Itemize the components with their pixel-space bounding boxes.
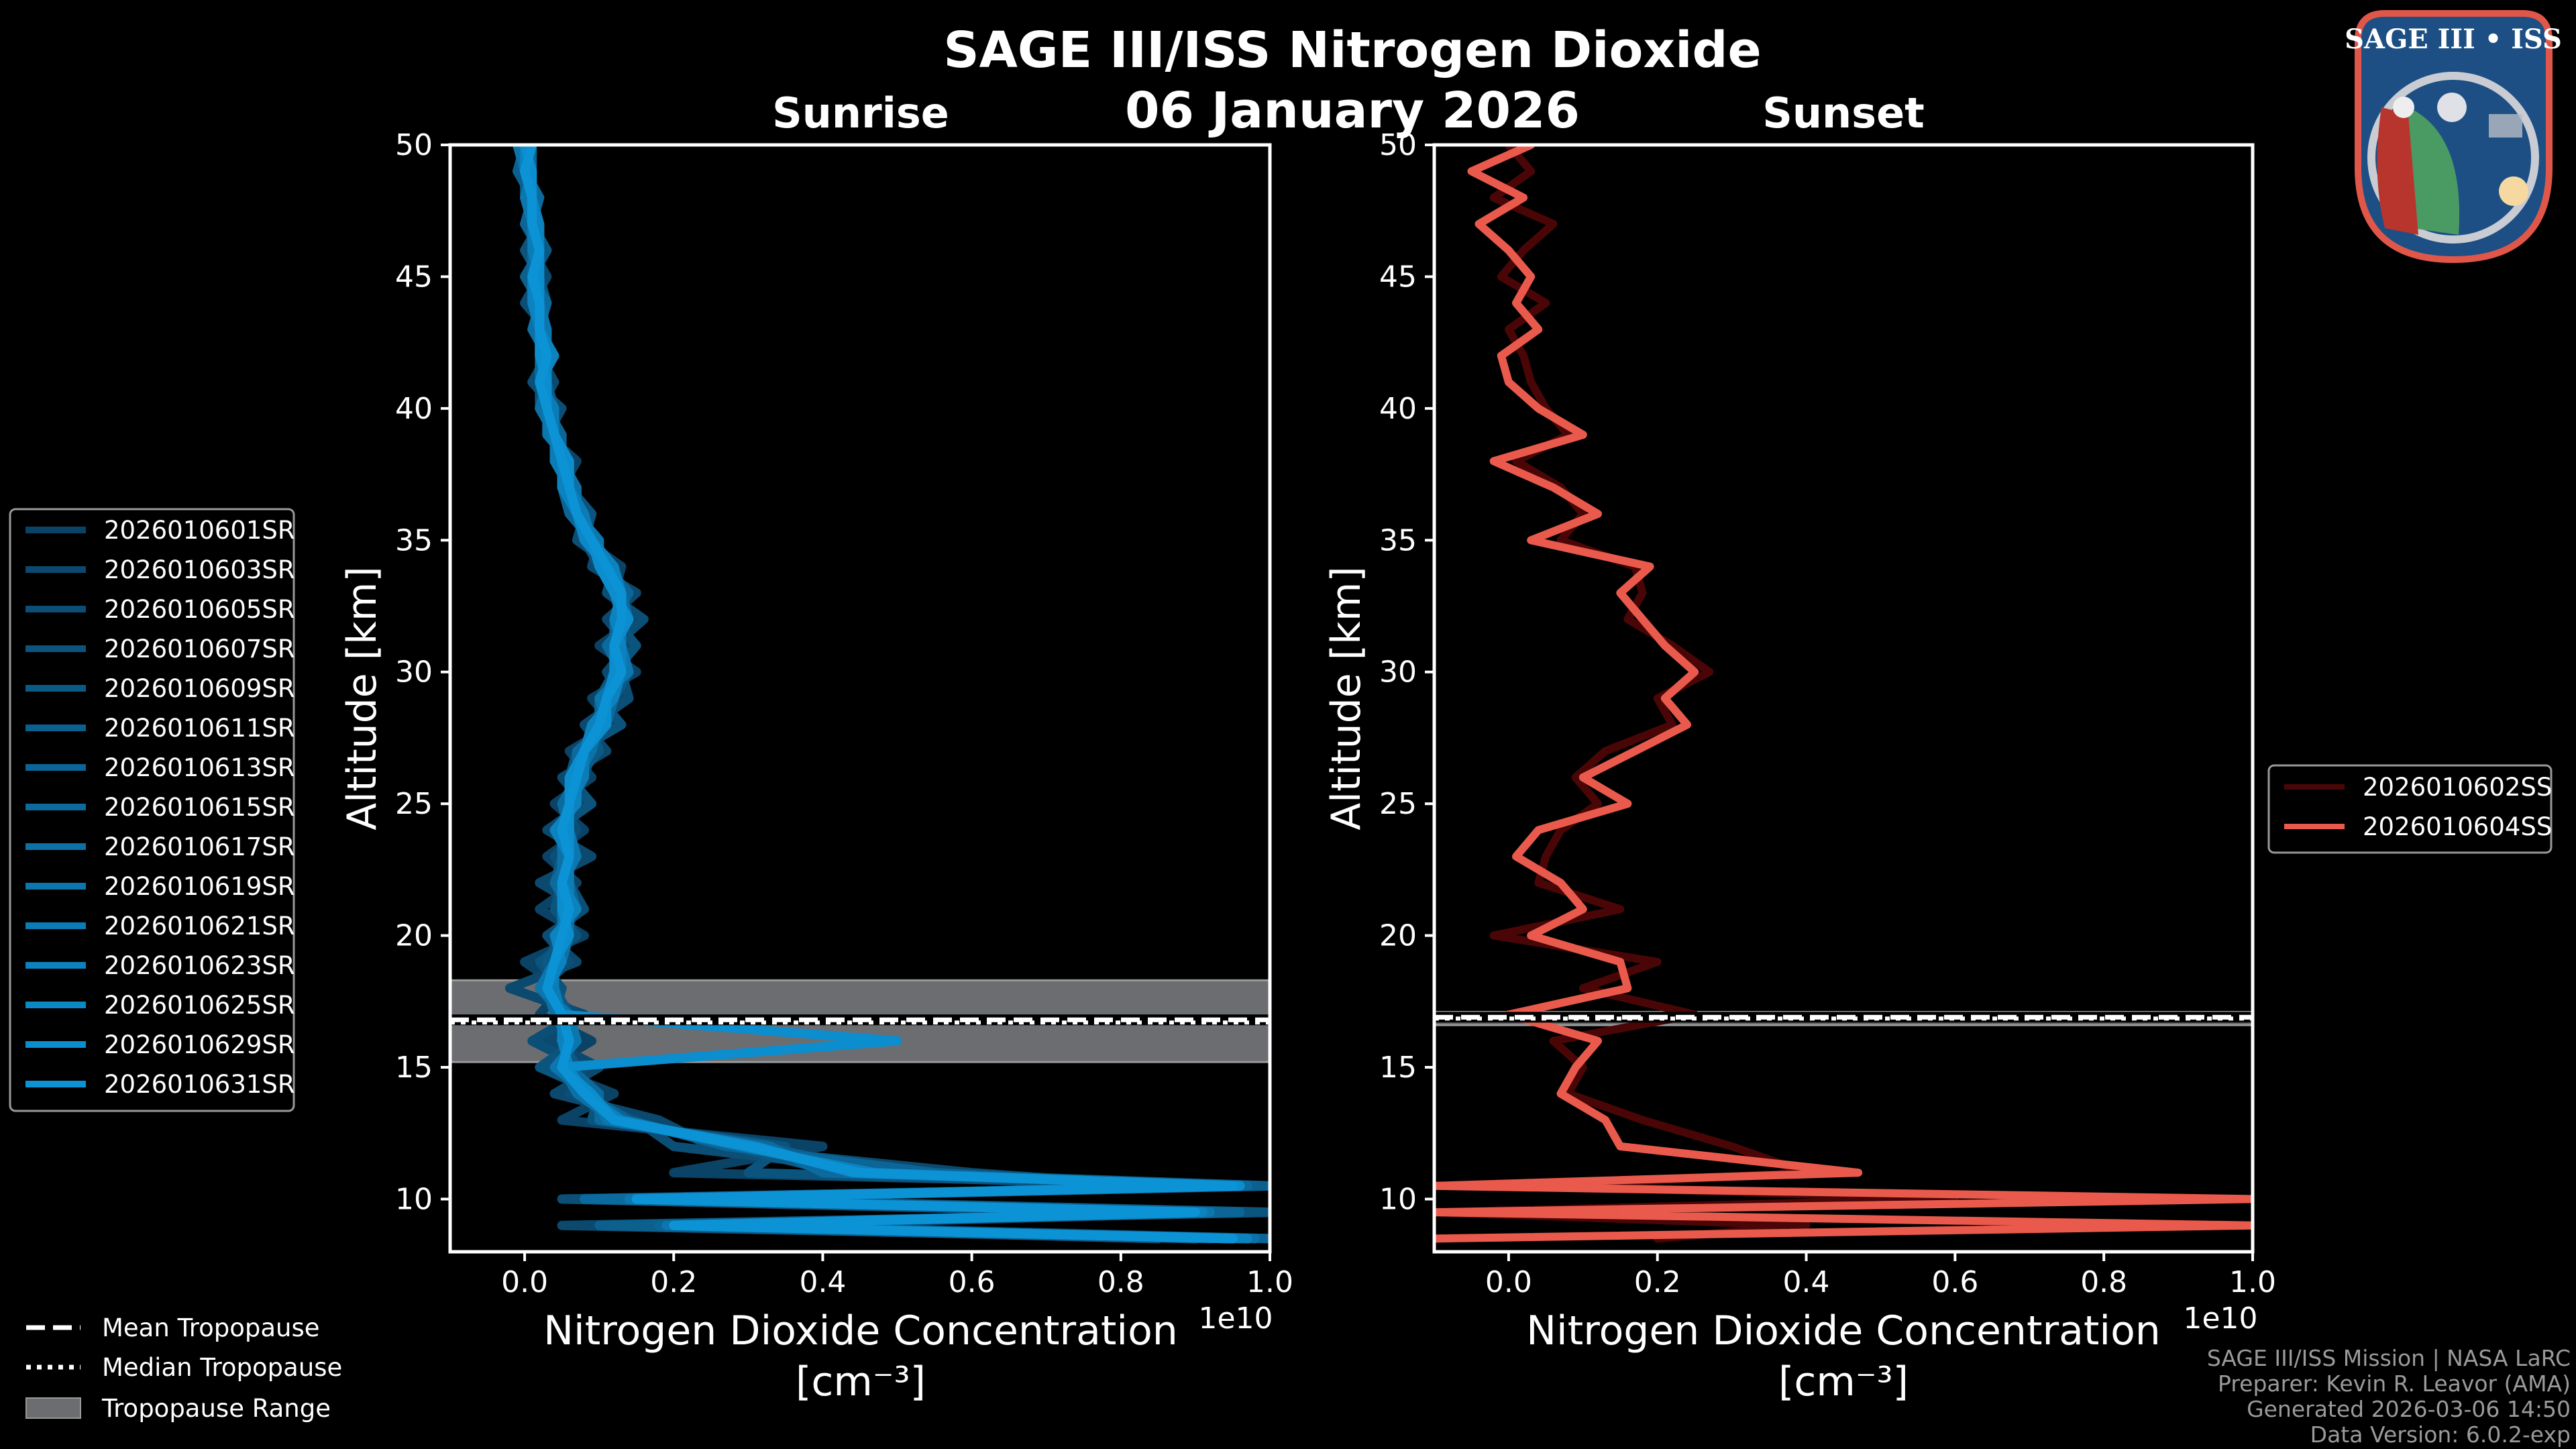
sunset-legend: 2026010602SS 2026010604SS bbox=[2267, 764, 2553, 854]
sunrise-x-axis-label: Nitrogen Dioxide Concentration bbox=[543, 1307, 1178, 1354]
y-tick-label: 10 bbox=[1379, 1182, 1417, 1216]
legend-label: 2026010609SR bbox=[104, 674, 295, 703]
sunset-panel-title: Sunset bbox=[1762, 89, 1925, 138]
legend-label: 2026010607SR bbox=[104, 635, 295, 663]
y-tick-label: 40 bbox=[1379, 392, 1417, 426]
legend-label: 2026010603SR bbox=[104, 555, 295, 584]
sunrise-x-axis-units: [cm⁻³] bbox=[796, 1358, 926, 1405]
sunrise-legend: 2026010601SR 2026010603SR 2026010605SR 2026… bbox=[9, 508, 295, 1112]
y-tick-label: 45 bbox=[395, 260, 433, 294]
legend-label: 2026010613SR bbox=[104, 753, 295, 782]
legend-label: 2026010623SR bbox=[104, 951, 295, 980]
series-line-2026010613SR bbox=[520, 145, 1270, 1244]
x-tick-label: 0.0 bbox=[1485, 1265, 1532, 1299]
median-tropopause-label: Median Tropopause bbox=[102, 1353, 342, 1382]
y-tick-label: 10 bbox=[395, 1182, 433, 1216]
sunrise-y-axis-label: Altitude [km] bbox=[339, 566, 386, 830]
footer-preparer: Preparer: Kevin R. Leavor (AMA) bbox=[2218, 1371, 2571, 1397]
legend-label: 2026010621SR bbox=[104, 912, 295, 941]
footer-mission: SAGE III/ISS Mission | NASA LaRC bbox=[2207, 1345, 2571, 1371]
sunset-y-axis-label: Altitude [km] bbox=[1323, 566, 1370, 830]
legend-label: 2026010617SR bbox=[104, 833, 295, 861]
series-line-2026010609SR bbox=[520, 145, 1252, 1244]
legend-frame bbox=[9, 508, 295, 1112]
y-tick-label: 50 bbox=[395, 128, 433, 162]
footer-data-version: Data Version: 6.0.2-exp bbox=[2310, 1421, 2571, 1448]
x-tick-label: 0.6 bbox=[1931, 1265, 1978, 1299]
x-tick-label: 0.8 bbox=[1097, 1265, 1144, 1299]
figure-date: 06 January 2026 bbox=[1125, 82, 1580, 140]
y-tick-label: 20 bbox=[1379, 919, 1417, 953]
y-tick-label: 25 bbox=[395, 787, 433, 821]
legend-label: 2026010619SR bbox=[104, 872, 295, 901]
x-tick-label: 0.2 bbox=[650, 1265, 697, 1299]
tropopause-range-swatch bbox=[25, 1397, 81, 1419]
legend-label: 2026010604SS bbox=[2363, 812, 2552, 841]
legend-label: 2026010611SR bbox=[104, 714, 295, 743]
legend-label: 2026010629SR bbox=[104, 1030, 295, 1059]
sunrise-panel-title: Sunrise bbox=[772, 89, 949, 138]
sage-iss-mission-logo: SAGE III • ISS bbox=[2345, 10, 2562, 264]
legend-label: 2026010615SR bbox=[104, 793, 295, 822]
x-tick-label: 0.4 bbox=[1783, 1265, 1830, 1299]
series-line-2026010602SS bbox=[1434, 145, 1960, 1243]
tropopause-legend: Mean Tropopause Median Tropopause Tropop… bbox=[25, 1313, 342, 1423]
tropopause-range-label: Tropopause Range bbox=[101, 1394, 331, 1423]
y-tick-label: 30 bbox=[1379, 655, 1417, 690]
legend-label: 2026010601SR bbox=[104, 516, 295, 545]
x-tick-label: 0.6 bbox=[949, 1265, 996, 1299]
logo-title: SAGE III • ISS bbox=[2345, 23, 2562, 55]
y-tick-label: 25 bbox=[1379, 787, 1417, 821]
y-tick-label: 40 bbox=[395, 392, 433, 426]
y-tick-label: 45 bbox=[1379, 260, 1417, 294]
sunset-x-axis-units: [cm⁻³] bbox=[1778, 1358, 1909, 1405]
x-tick-label: 0.4 bbox=[799, 1265, 846, 1299]
footer-generated: Generated 2026-03-06 14:50 bbox=[2247, 1396, 2571, 1422]
x-tick-label: 1.0 bbox=[1246, 1265, 1293, 1299]
legend-label: 2026010602SS bbox=[2363, 773, 2552, 802]
mean-tropopause-label: Mean Tropopause bbox=[102, 1313, 320, 1342]
legend-label: 2026010631SR bbox=[104, 1070, 295, 1099]
y-tick-label: 50 bbox=[1379, 128, 1417, 162]
sunset-x-axis-label: Nitrogen Dioxide Concentration bbox=[1526, 1307, 2161, 1354]
figure-title: SAGE III/ISS Nitrogen Dioxide bbox=[943, 21, 1761, 79]
series-line-2026010615SR bbox=[520, 145, 1252, 1244]
sunrise-offset-text: 1e10 bbox=[1198, 1301, 1273, 1336]
x-tick-label: 0.2 bbox=[1634, 1265, 1681, 1299]
sunrise-axes-frame bbox=[448, 143, 1272, 1254]
sunset-axes-frame bbox=[1432, 143, 2255, 1254]
sunset-offset-text: 1e10 bbox=[2183, 1301, 2257, 1336]
y-tick-label: 15 bbox=[395, 1051, 433, 1085]
y-tick-label: 35 bbox=[1379, 523, 1417, 557]
legend-label: 2026010605SR bbox=[104, 595, 295, 624]
y-tick-label: 30 bbox=[395, 655, 433, 690]
legend-label: 2026010625SR bbox=[104, 991, 295, 1020]
sunrise-plot: 0.0 0.2 0.4 0.6 0.8 1.0 10 15 20 25 30 35 40 45 50 bbox=[395, 128, 1293, 1299]
series-line-2026010623SR bbox=[520, 145, 1252, 1244]
series-line-2026010605SR bbox=[520, 145, 1270, 1244]
y-tick-label: 35 bbox=[395, 523, 433, 557]
series-line-2026010631SR bbox=[520, 145, 1238, 1244]
y-tick-label: 15 bbox=[1379, 1051, 1417, 1085]
series-line-2026010604SS bbox=[1434, 145, 2253, 1243]
x-tick-label: 0.8 bbox=[2080, 1265, 2127, 1299]
sunset-plot: 0.0 0.2 0.4 0.6 0.8 1.0 10 15 20 25 30 35 40 45 50 bbox=[1379, 128, 2276, 1299]
footer-credits: SAGE III/ISS Mission | NASA LaRC Prepare… bbox=[2207, 1345, 2571, 1448]
y-tick-label: 20 bbox=[395, 919, 433, 953]
x-tick-label: 1.0 bbox=[2229, 1265, 2276, 1299]
x-tick-label: 0.0 bbox=[501, 1265, 548, 1299]
